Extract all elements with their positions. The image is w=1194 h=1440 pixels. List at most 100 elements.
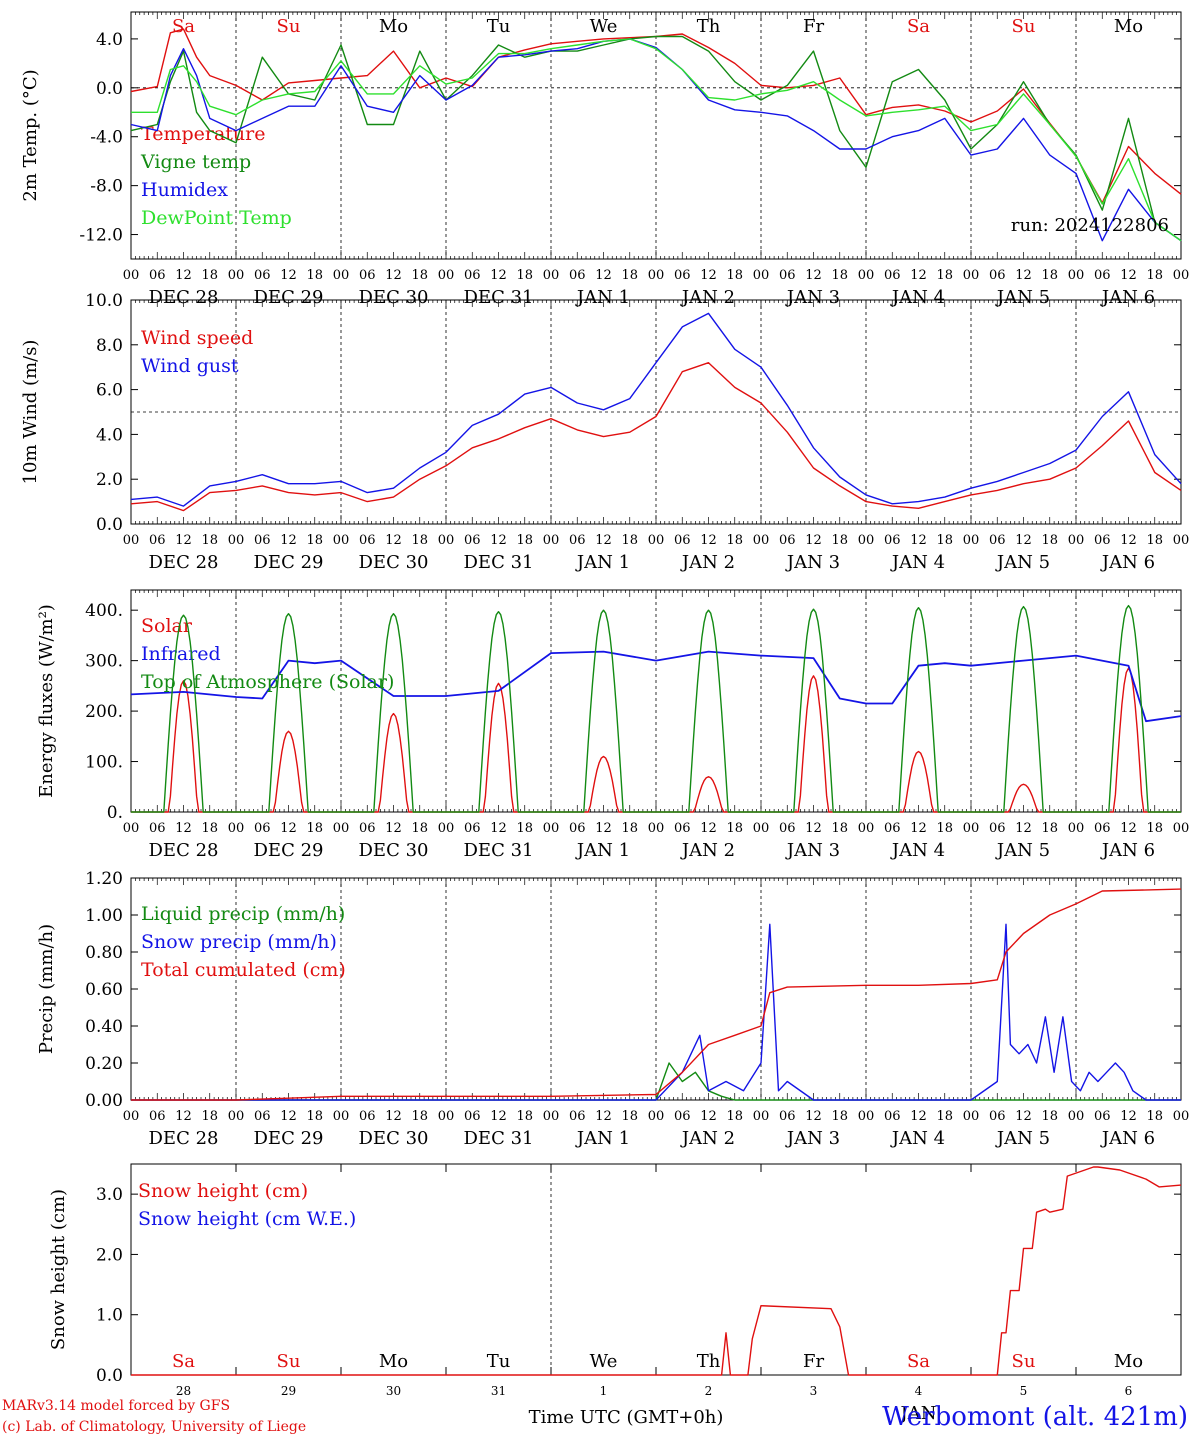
x-hour-label: 12 <box>700 1109 717 1124</box>
x-date-label: JAN 1 <box>575 287 630 308</box>
y-tick-label: 1.20 <box>85 869 123 889</box>
y-tick-label: 10.0 <box>85 291 123 311</box>
x-hour-label: 18 <box>726 533 743 548</box>
x-hour-label: 12 <box>280 533 297 548</box>
y-axis-title: 2m Temp. (°C) <box>20 69 41 201</box>
x-hour-label: 12 <box>385 821 402 836</box>
x-day-number: 31 <box>491 1384 506 1398</box>
x-hour-label: 12 <box>910 533 927 548</box>
y-tick-label: 4.0 <box>96 30 123 50</box>
legend-entry: Wind gust <box>141 355 239 377</box>
x-hour-label: 06 <box>989 1109 1006 1124</box>
legend-entry: Snow height (cm) <box>138 1180 308 1202</box>
x-hour-label: 18 <box>306 1109 323 1124</box>
x-hour-label: 12 <box>805 268 822 283</box>
y-tick-label: 2.0 <box>96 470 123 490</box>
x-hour-label: 00 <box>1068 533 1085 548</box>
x-hour-label: 00 <box>753 821 770 836</box>
x-hour-label: 00 <box>123 821 140 836</box>
x-hour-label: 00 <box>333 821 350 836</box>
x-date-label: DEC 28 <box>149 1128 219 1149</box>
x-hour-label: 06 <box>569 821 586 836</box>
x-hour-label: 06 <box>359 1109 376 1124</box>
x-hour-label: 00 <box>543 268 560 283</box>
legend-entry: DewPoint Temp <box>141 207 292 229</box>
x-date-label: JAN 6 <box>1100 840 1155 861</box>
x-hour-label: 06 <box>464 533 481 548</box>
y-tick-label: -12.0 <box>79 226 123 246</box>
legend-entry: Infrared <box>141 643 221 665</box>
x-hour-label: 12 <box>175 1109 192 1124</box>
x-hour-label: 06 <box>149 268 166 283</box>
x-hour-label: 06 <box>254 1109 271 1124</box>
x-hour-label: 12 <box>1015 1109 1032 1124</box>
x-hour-label: 00 <box>543 821 560 836</box>
y-tick-label: 8.0 <box>96 336 123 356</box>
x-hour-label: 12 <box>805 1109 822 1124</box>
y-tick-label: 2.0 <box>96 1245 123 1265</box>
x-hour-label: 00 <box>228 533 245 548</box>
x-hour-label: 00 <box>228 268 245 283</box>
credit-line-1: MARv3.14 model forced by GFS <box>2 1398 231 1414</box>
y-tick-label: 200. <box>85 702 123 722</box>
y-tick-label: -8.0 <box>90 177 123 197</box>
x-hour-label: 06 <box>569 1109 586 1124</box>
x-date-label: JAN 3 <box>785 552 840 573</box>
x-date-label: JAN 6 <box>1100 1128 1155 1149</box>
x-date-label: JAN 2 <box>680 552 735 573</box>
x-hour-label: 06 <box>884 821 901 836</box>
x-hour-label: 18 <box>1146 533 1163 548</box>
x-hour-label: 00 <box>648 268 665 283</box>
x-hour-label: 06 <box>569 268 586 283</box>
x-hour-label: 12 <box>910 1109 927 1124</box>
series-line-wind-speed <box>130 362 1182 512</box>
x-hour-label: 00 <box>1068 268 1085 283</box>
x-hour-label: 12 <box>490 268 507 283</box>
weekday-label: Sa <box>907 1351 930 1372</box>
x-hour-label: 18 <box>201 1109 218 1124</box>
x-hour-label: 12 <box>175 821 192 836</box>
y-tick-label: 0.80 <box>85 943 123 963</box>
legend-entry: Vigne temp <box>140 151 251 173</box>
x-hour-label: 18 <box>516 268 533 283</box>
x-hour-label: 12 <box>280 268 297 283</box>
x-hour-label: 06 <box>674 533 691 548</box>
x-hour-label: 12 <box>700 268 717 283</box>
legend-entry: Total cumulated (cm) <box>141 959 346 981</box>
legend-entry: Snow height (cm W.E.) <box>138 1208 356 1230</box>
x-hour-label: 18 <box>1041 533 1058 548</box>
x-hour-label: 18 <box>306 533 323 548</box>
x-hour-label: 06 <box>149 821 166 836</box>
x-date-label: JAN 2 <box>680 1128 735 1149</box>
x-hour-label: 00 <box>228 1109 245 1124</box>
weekday-label: Tu <box>487 1351 511 1372</box>
x-hour-label: 00 <box>858 533 875 548</box>
x-hour-label: 12 <box>595 1109 612 1124</box>
x-date-label: JAN 5 <box>995 840 1050 861</box>
x-hour-label: 00 <box>543 533 560 548</box>
weekday-label: Mo <box>1114 1351 1143 1372</box>
x-date-label: JAN 5 <box>995 287 1050 308</box>
x-hour-label: 06 <box>884 268 901 283</box>
x-hour-label: 00 <box>543 1109 560 1124</box>
y-tick-label: 3.0 <box>96 1185 123 1205</box>
x-day-number: 28 <box>176 1384 191 1398</box>
legend-entry: Temperature <box>141 123 265 145</box>
x-hour-label: 18 <box>831 821 848 836</box>
x-date-label: DEC 29 <box>254 1128 324 1149</box>
x-hour-label: 00 <box>648 533 665 548</box>
x-hour-label: 00 <box>963 268 980 283</box>
y-axis-title: 10m Wind (m/s) <box>20 340 41 485</box>
y-tick-label: 0.20 <box>85 1054 123 1074</box>
x-hour-label: 12 <box>175 268 192 283</box>
x-hour-label: 18 <box>726 268 743 283</box>
y-tick-label: 0.0 <box>96 79 123 99</box>
x-hour-label: 00 <box>963 821 980 836</box>
x-date-label: JAN 1 <box>575 552 630 573</box>
x-date-label: JAN 1 <box>575 1128 630 1149</box>
x-day-number: 29 <box>281 1384 296 1398</box>
x-hour-label: 12 <box>490 821 507 836</box>
x-hour-label: 00 <box>648 821 665 836</box>
x-date-label: JAN 1 <box>575 840 630 861</box>
x-date-label: DEC 28 <box>149 840 219 861</box>
